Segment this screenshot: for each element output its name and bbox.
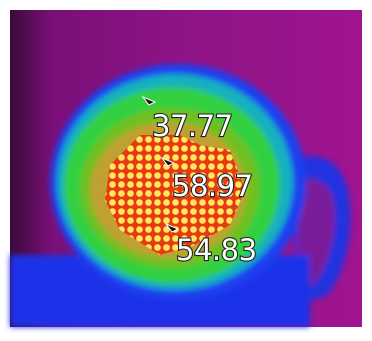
temperature-label: 37.77 (152, 109, 233, 143)
temperature-label: 58.97 (172, 169, 253, 203)
thermal-image: 37.77 58.97 54.83 (0, 0, 372, 337)
page: 37.77 58.97 54.83 (() => { const data = … (0, 0, 372, 337)
temperature-label: 54.83 (176, 233, 257, 267)
image-frame: 37.77 58.97 54.83 (10, 10, 362, 327)
